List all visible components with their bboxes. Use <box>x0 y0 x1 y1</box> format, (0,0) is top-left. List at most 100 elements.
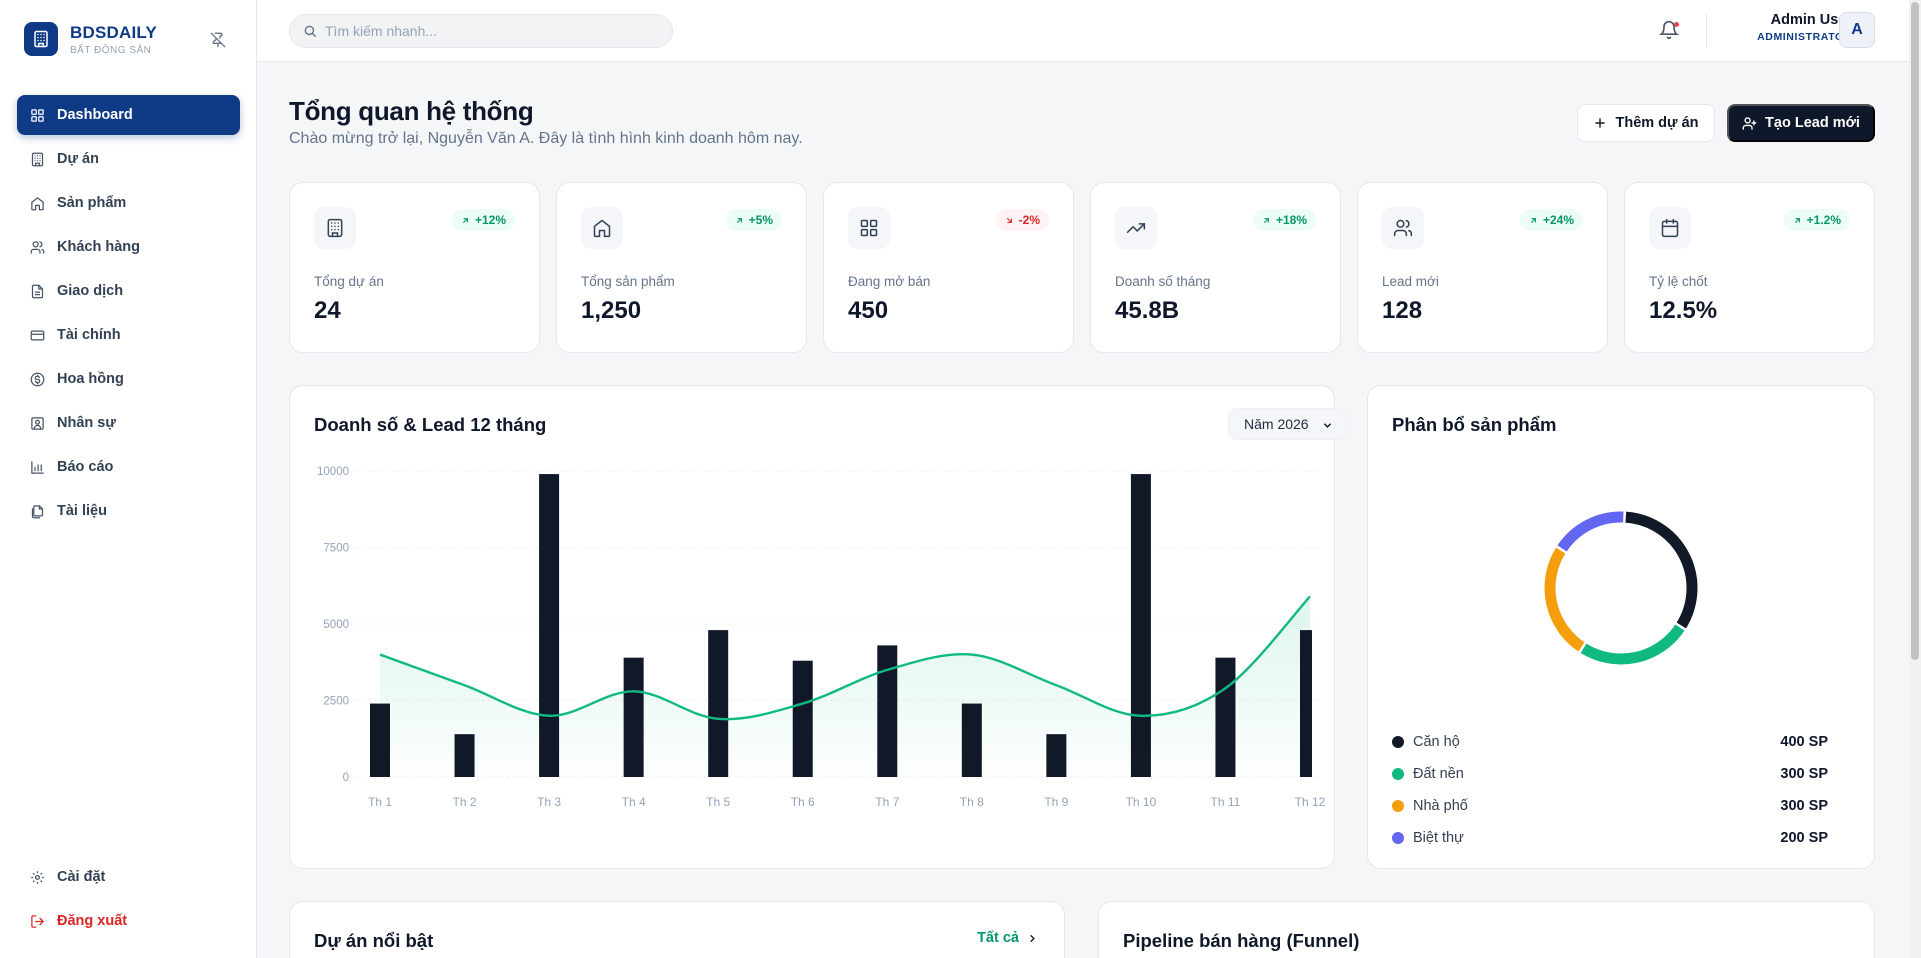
legend-dot <box>1392 768 1404 780</box>
x-tick-label: Th 6 <box>791 795 815 809</box>
stat-label: Doanh số tháng <box>1115 274 1211 289</box>
stat-card-projects[interactable]: +12% Tổng dự án 24 <box>289 182 540 353</box>
arrow-up-right-icon <box>1264 217 1269 223</box>
sidebar-item-label: Sản phẩm <box>57 195 127 211</box>
y-tick-label: 10000 <box>317 466 349 478</box>
year-select[interactable]: Năm 2026 <box>1228 408 1346 440</box>
search-icon <box>304 25 316 37</box>
arrow-up-right-icon <box>736 217 742 223</box>
sidebar-item-projects[interactable]: Dự án <box>17 139 240 179</box>
revenue-bar <box>1130 474 1151 777</box>
bell-icon <box>1658 20 1680 40</box>
stat-value: 128 <box>1382 297 1423 324</box>
chevron-down-icon <box>1324 423 1331 428</box>
search-input[interactable] <box>325 23 655 39</box>
stat-card-close-rate[interactable]: +1.2% Tỷ lệ chốt 12.5% <box>1624 182 1875 353</box>
legend-value: 400 SP <box>1780 734 1828 750</box>
sidebar-item-label: Hoa hồng <box>57 371 124 387</box>
view-all-link[interactable]: Tất cả <box>977 930 1038 946</box>
sidebar-bottom: Cài đặt Đăng xuất <box>17 857 240 945</box>
sidebar-item-label: Nhân sự <box>57 415 116 431</box>
users-icon <box>29 239 45 255</box>
sidebar-item-commission[interactable]: Hoa hồng <box>17 359 240 399</box>
pin-off-icon[interactable] <box>208 30 228 50</box>
card-title: Phân bổ sản phẩm <box>1392 414 1557 435</box>
card-title: Pipeline bán hàng (Funnel) <box>1123 930 1360 951</box>
sidebar-item-customers[interactable]: Khách hàng <box>17 227 240 267</box>
add-project-label: Thêm dự án <box>1615 115 1699 131</box>
notification-button[interactable] <box>1658 20 1681 42</box>
arrow-up-right-icon <box>1531 217 1536 223</box>
gear-icon <box>29 869 45 885</box>
revenue-bar <box>370 703 390 777</box>
id-card-icon <box>29 415 45 431</box>
chevron-right-icon <box>1030 934 1035 942</box>
avatar[interactable]: A <box>1839 12 1875 48</box>
scrollbar-thumb[interactable] <box>1911 2 1919 660</box>
y-tick-label: 7500 <box>323 543 349 555</box>
revenue-bar <box>1215 657 1236 777</box>
legend-item: Đất nền 300 SP <box>1392 758 1828 790</box>
legend-item: Căn hộ 400 SP <box>1392 726 1828 758</box>
card-title: Doanh số & Lead 12 tháng <box>314 414 547 435</box>
stat-card-selling[interactable]: -2% Đang mở bán 450 <box>823 182 1074 353</box>
revenue-bar <box>1300 630 1312 777</box>
building-icon <box>314 207 356 249</box>
search-box[interactable] <box>289 14 673 48</box>
stat-change-badge: +24% <box>1519 209 1583 231</box>
user-plus-icon <box>1742 116 1757 130</box>
page-scrollbar[interactable] <box>1909 0 1921 958</box>
x-tick-label: Th 10 <box>1126 795 1157 809</box>
sidebar-item-finance[interactable]: Tài chính <box>17 315 240 355</box>
stat-card-revenue[interactable]: +18% Doanh số tháng 45.8B <box>1090 182 1341 353</box>
stat-label: Tổng sản phẩm <box>581 274 675 289</box>
x-tick-label: Th 3 <box>537 795 561 809</box>
sidebar-item-label: Cài đặt <box>57 869 106 885</box>
documents-icon <box>29 503 45 519</box>
sidebar-item-documents[interactable]: Tài liệu <box>17 491 240 531</box>
sidebar-nav: Dashboard Dự án Sản phẩm Khách hàng Giao… <box>17 95 240 535</box>
sidebar-item-reports[interactable]: Báo cáo <box>17 447 240 487</box>
product-donut-chart <box>1544 511 1698 665</box>
revenue-bar <box>539 474 560 777</box>
donut-slice <box>1544 547 1585 652</box>
revenue-bar <box>792 660 813 777</box>
topbar: Admin User ADMINISTRATOR A <box>257 0 1921 62</box>
sidebar-item-settings[interactable]: Cài đặt <box>17 857 240 897</box>
legend-item: Nhà phố 300 SP <box>1392 790 1828 822</box>
x-tick-label: Th 1 <box>368 795 392 809</box>
stat-change-badge: +1.2% <box>1783 209 1850 231</box>
stat-value: 24 <box>314 297 341 324</box>
sidebar-item-label: Tài liệu <box>57 503 107 519</box>
sidebar-item-hr[interactable]: Nhân sự <box>17 403 240 443</box>
y-tick-label: 0 <box>343 772 349 784</box>
grid-icon <box>848 207 890 249</box>
legend-dot <box>1392 800 1404 812</box>
brand-name: BDSDAILY <box>70 22 157 42</box>
donut-slice <box>1557 511 1624 552</box>
sidebar-item-transactions[interactable]: Giao dịch <box>17 271 240 311</box>
x-tick-label: Th 8 <box>960 795 984 809</box>
legend-label: Nhà phố <box>1413 798 1468 814</box>
sidebar-item-label: Dashboard <box>57 107 133 123</box>
card-title: Dự án nổi bật <box>314 930 434 951</box>
donut-legend: Căn hộ 400 SP Đất nền 300 SP Nhà phố 300 SP… <box>1392 726 1828 854</box>
revenue-bar <box>708 630 729 777</box>
create-lead-button[interactable]: Tạo Lead mới <box>1727 104 1875 142</box>
stat-card-leads[interactable]: +24% Lead mới 128 <box>1357 182 1608 353</box>
notification-dot <box>1674 22 1679 27</box>
sidebar-item-logout[interactable]: Đăng xuất <box>17 901 240 941</box>
add-project-button[interactable]: Thêm dự án <box>1577 104 1715 142</box>
revenue-bar <box>454 734 475 777</box>
brand[interactable]: BDSDAILY BẤT ĐỘNG SẢN <box>24 22 157 56</box>
revenue-bar <box>623 657 644 777</box>
sidebar-item-dashboard[interactable]: Dashboard <box>17 95 240 135</box>
donut-slice <box>1580 624 1685 665</box>
legend-label: Căn hộ <box>1413 734 1460 750</box>
donut-slice <box>1625 511 1698 629</box>
stat-card-products[interactable]: +5% Tổng sản phẩm 1,250 <box>556 182 807 353</box>
trending-up-icon <box>1115 207 1157 249</box>
page-subtitle: Chào mừng trở lại, Nguyễn Văn A. Đây là … <box>289 130 803 147</box>
user-info[interactable]: Admin User ADMINISTRATOR <box>1717 12 1852 43</box>
sidebar-item-products[interactable]: Sản phẩm <box>17 183 240 223</box>
